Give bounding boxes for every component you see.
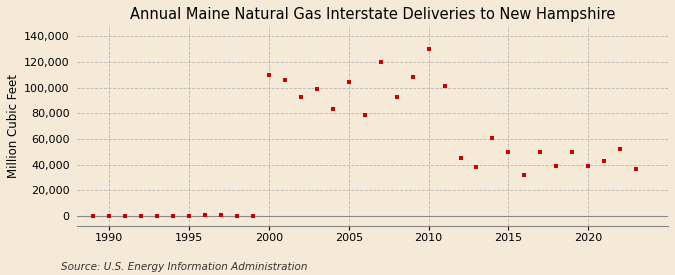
Point bbox=[583, 164, 593, 168]
Point bbox=[200, 213, 211, 218]
Point bbox=[152, 213, 163, 218]
Point bbox=[359, 112, 370, 117]
Y-axis label: Million Cubic Feet: Million Cubic Feet bbox=[7, 74, 20, 178]
Point bbox=[551, 164, 562, 168]
Point bbox=[168, 214, 179, 218]
Point bbox=[184, 213, 194, 218]
Point bbox=[311, 87, 322, 91]
Point bbox=[615, 147, 626, 152]
Point bbox=[120, 214, 131, 218]
Point bbox=[392, 94, 402, 99]
Text: Source: U.S. Energy Information Administration: Source: U.S. Energy Information Administ… bbox=[61, 262, 307, 272]
Point bbox=[375, 60, 386, 64]
Point bbox=[535, 150, 546, 154]
Point bbox=[344, 80, 354, 85]
Point bbox=[215, 213, 226, 218]
Point bbox=[519, 173, 530, 177]
Point bbox=[487, 136, 498, 140]
Point bbox=[455, 156, 466, 160]
Point bbox=[327, 107, 338, 112]
Point bbox=[503, 150, 514, 154]
Point bbox=[104, 214, 115, 218]
Point bbox=[248, 214, 259, 219]
Point bbox=[296, 94, 306, 99]
Point bbox=[567, 150, 578, 154]
Point bbox=[423, 47, 434, 51]
Point bbox=[136, 214, 146, 218]
Point bbox=[279, 78, 290, 82]
Point bbox=[88, 214, 99, 218]
Point bbox=[263, 73, 274, 77]
Title: Annual Maine Natural Gas Interstate Deliveries to New Hampshire: Annual Maine Natural Gas Interstate Deli… bbox=[130, 7, 616, 22]
Point bbox=[439, 84, 450, 89]
Point bbox=[630, 166, 641, 171]
Point bbox=[407, 75, 418, 79]
Point bbox=[471, 165, 482, 169]
Point bbox=[232, 213, 242, 218]
Point bbox=[599, 159, 610, 163]
